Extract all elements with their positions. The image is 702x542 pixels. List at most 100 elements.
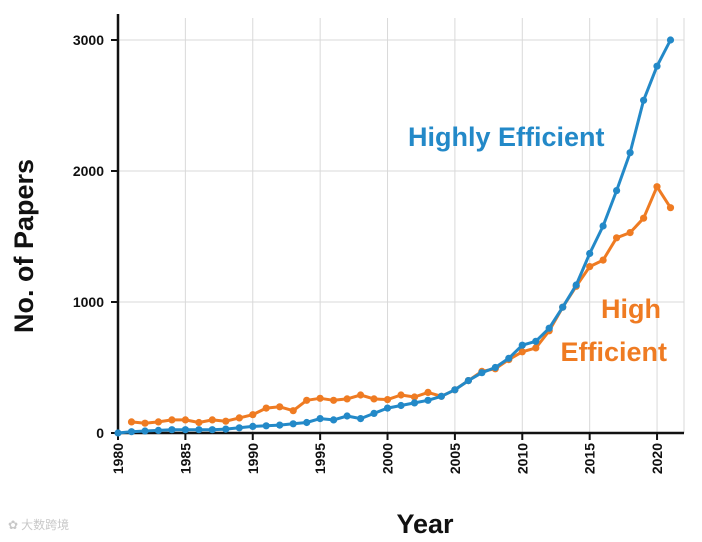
data-point [424,396,432,404]
series-label-line: Highly Efficient [408,122,605,152]
data-point [626,149,634,157]
data-point [613,187,621,195]
data-point [330,416,338,424]
data-point [289,407,297,415]
grid-lines [118,18,685,433]
data-point [141,427,149,435]
data-point [464,377,472,385]
series-label-highly-efficient: Highly Efficient [408,122,605,152]
data-point [424,388,432,396]
x-tick-label: 1985 [177,443,193,474]
data-point [114,429,122,437]
data-point [532,337,540,345]
x-tick-label: 2005 [447,443,463,474]
axes [111,14,684,440]
data-point [666,36,675,44]
data-point [599,256,607,264]
data-point [505,354,513,362]
data-point [532,344,540,352]
y-tick-label: 3000 [73,32,104,48]
data-point [545,324,553,332]
data-point [518,348,526,356]
x-tick-label: 1980 [110,443,126,474]
data-point [666,204,675,212]
x-tick-label: 2000 [380,443,396,474]
data-point [316,394,324,402]
data-point [141,419,149,427]
data-point [249,422,257,430]
data-point [383,396,392,404]
series-line-highly-efficient [116,38,672,435]
watermark: ✿ 大数跨境 [8,516,69,533]
x-tick-label: 1990 [245,443,261,474]
data-point [357,415,365,423]
data-point [276,421,284,429]
x-tick-label: 2010 [514,443,530,474]
tick-labels: 0 1000 2000 3000 1980 1985 1990 1995 2000 2005 201… [73,32,665,474]
y-tick-label: 1000 [73,294,104,310]
data-point [154,418,162,426]
data-point [478,369,486,377]
data-point [195,426,203,434]
data-point [586,249,594,258]
data-point [491,363,499,372]
data-point [208,416,216,424]
series-lines [114,36,675,437]
x-tick-label: 2020 [649,443,665,474]
data-point [343,395,351,403]
data-point [397,401,405,410]
data-point [613,234,621,242]
data-point [262,404,270,412]
data-point [586,263,594,271]
data-point [262,422,270,430]
data-point [222,417,230,425]
y-tick-label: 2000 [73,163,104,179]
data-point [222,425,230,433]
data-point [316,415,324,423]
data-point [168,416,176,424]
data-point [640,96,648,104]
data-point [383,404,392,412]
data-point [181,426,189,434]
data-point [249,411,257,419]
data-point [410,393,419,401]
data-point [208,426,216,434]
series-label-line: High [601,294,661,324]
data-point [518,341,526,349]
data-point [397,391,405,399]
x-tick-label: 1995 [312,443,328,474]
data-point [127,418,136,426]
series-labels: Highly Efficient High Efficient [408,122,667,367]
x-tick-label: 2015 [582,443,598,474]
data-point [357,391,365,399]
data-point [289,420,297,428]
data-point [559,303,567,311]
data-point [653,62,661,70]
x-axis-title: Year [396,509,454,539]
series-label-line: Efficient [560,337,667,367]
series-label-high-efficient: High Efficient [560,294,667,367]
data-point [168,426,176,434]
data-point [303,418,311,427]
data-point [276,403,284,411]
data-point [181,416,189,424]
data-point [235,414,243,422]
data-point [626,229,634,237]
data-point [640,214,648,222]
watermark-logo-icon: ✿ [8,517,19,532]
data-point [410,399,419,407]
data-point [370,395,378,403]
data-point [235,424,243,432]
series-high-efficient [127,183,675,427]
data-point [572,281,580,289]
data-point [437,392,445,400]
y-axis-title: No. of Papers [9,159,39,333]
data-point [127,428,136,436]
data-point [451,386,459,394]
data-point [370,409,378,417]
watermark-text: 大数跨境 [21,518,70,532]
y-tick-label: 0 [96,425,104,441]
data-point [599,222,607,230]
data-point [154,426,162,434]
